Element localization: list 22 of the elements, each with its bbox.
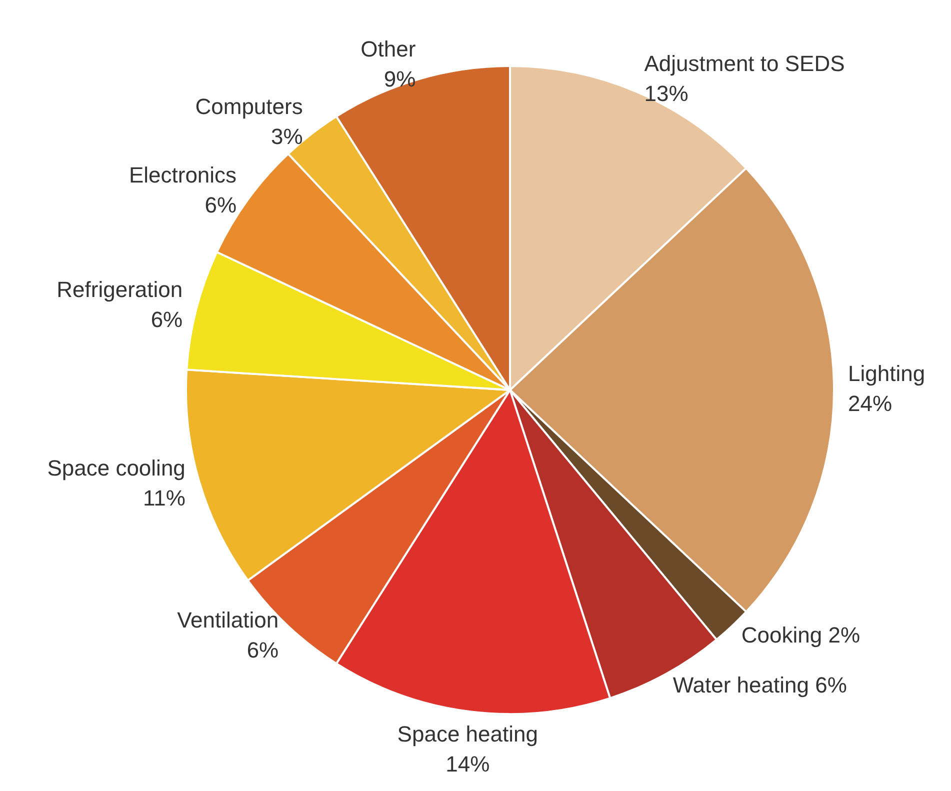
data-label: 6% xyxy=(150,307,183,332)
data-label: 9% xyxy=(384,66,416,92)
data-label: 6% xyxy=(815,672,847,698)
data-label: 24% xyxy=(848,391,892,416)
data-label: 11% xyxy=(143,485,186,510)
slice-label: Adjustment to SEDS xyxy=(644,50,845,76)
slice-label: Electronics xyxy=(128,162,237,188)
data-label: 14% xyxy=(446,751,490,776)
data-label: 3% xyxy=(271,124,303,149)
slice-label: Space cooling xyxy=(47,455,186,480)
slice-label: Water heating xyxy=(672,672,809,698)
slice-label: Space heating xyxy=(397,721,538,746)
slice-label: Refrigeration xyxy=(56,277,183,302)
slice-label: Lighting xyxy=(848,361,926,386)
slice-label: Ventilation xyxy=(177,607,279,632)
slice-label: Computers xyxy=(195,94,303,119)
data-label: 13% xyxy=(644,80,688,106)
slice-label: Cooking xyxy=(741,622,822,648)
data-label: 6% xyxy=(204,192,237,218)
slice-label: Other xyxy=(360,36,416,62)
data-label: 2% xyxy=(828,622,860,648)
data-label: 6% xyxy=(246,637,279,662)
